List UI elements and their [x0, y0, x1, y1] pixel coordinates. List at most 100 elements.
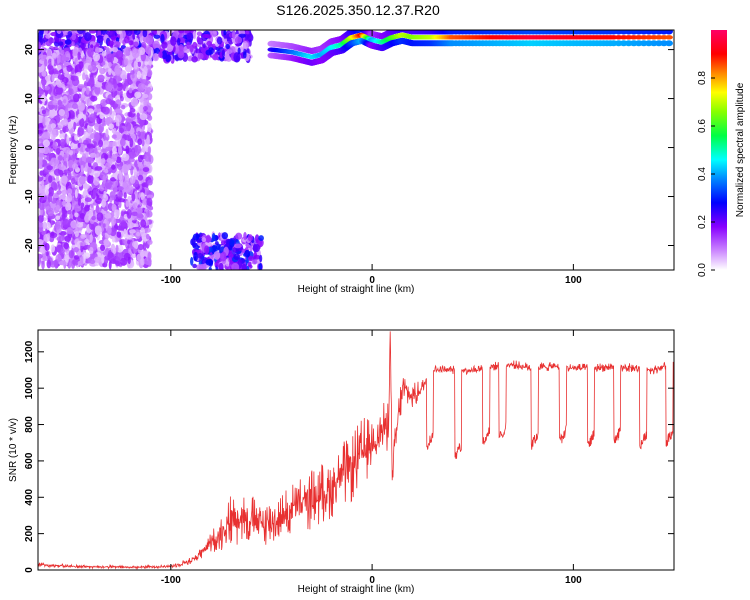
spectrogram-blob: [103, 153, 109, 160]
spectrogram-blob: [192, 30, 197, 40]
spectrogram-blob: [131, 192, 136, 202]
spectrogram-blob: [115, 250, 124, 260]
spectrogram-blob: [142, 198, 148, 206]
spectrogram-blob: [38, 103, 41, 112]
spectrogram-blob: [259, 254, 263, 263]
spectrogram-blob: [138, 82, 146, 90]
spectrogram-blob: [73, 255, 80, 260]
spectrogram-blob: [145, 160, 151, 167]
spectrogram-blob: [56, 83, 65, 88]
spectrogram-blob: [111, 145, 117, 155]
spectrogram-blob: [113, 41, 121, 48]
spectrogram-blob: [41, 109, 46, 115]
spectrogram-blob: [105, 98, 113, 105]
spectrogram-blob: [139, 113, 148, 121]
spectrogram-blob: [96, 212, 104, 222]
spectrogram-blob: [51, 58, 55, 66]
spectrogram-blob: [130, 70, 135, 76]
spectrogram-blob: [132, 32, 136, 40]
spectrogram-blob: [85, 184, 90, 189]
spectrogram-blob: [213, 251, 221, 260]
spectrogram-blob: [50, 244, 56, 253]
spectrogram-blob: [126, 209, 132, 219]
spectrogram-blob: [116, 231, 122, 238]
spectrogram-blob: [233, 52, 241, 63]
spectrogram-blob: [112, 103, 119, 108]
spectrogram-blob: [232, 30, 236, 40]
spectrogram-blob: [87, 167, 92, 174]
spectrogram-blob: [134, 145, 138, 153]
spectrogram-blob: [38, 86, 42, 91]
spectrogram-blob: [211, 30, 218, 38]
spectrogram-blob: [99, 184, 105, 192]
spectrogram-blob: [125, 30, 133, 37]
spectrogram-blob: [234, 36, 243, 44]
spectrogram-blob: [136, 231, 141, 237]
spectrogram-blob: [44, 189, 49, 196]
spectrogram-y-tick-label: -20: [24, 238, 35, 253]
spectrogram-blob: [247, 234, 253, 242]
spectrogram-blob: [95, 153, 99, 158]
spectrogram-blob: [63, 146, 71, 154]
spectrogram-blob: [122, 180, 131, 190]
spectrogram-blob: [42, 131, 51, 139]
spectrogram-blob: [251, 259, 258, 265]
spectrogram-blob: [77, 51, 81, 61]
spectrogram-blob: [193, 251, 199, 262]
spectrogram-blob: [89, 259, 96, 265]
spectrogram-blob: [258, 235, 264, 242]
spectrogram-blob: [76, 222, 84, 228]
spectrogram-blob: [51, 52, 57, 59]
spectrogram-blob: [105, 146, 113, 151]
spectrogram-blob: [62, 127, 66, 132]
spectrogram-blob: [129, 107, 136, 113]
spectrogram-blob: [141, 145, 146, 153]
spectrogram-blob: [57, 155, 63, 161]
spectrogram-blob: [196, 35, 201, 43]
spectrogram-blob: [71, 33, 77, 41]
spectrogram-blob: [92, 52, 101, 62]
spectrogram-blob: [128, 87, 133, 94]
spectrogram-blob: [90, 44, 94, 49]
spectrogram-blob: [133, 60, 139, 70]
spectrogram-blob: [43, 85, 50, 91]
spectrogram-blob: [107, 40, 114, 47]
spectrogram-blob: [147, 239, 153, 245]
spectrogram-blob: [129, 157, 135, 163]
spectrogram-blob: [80, 255, 84, 265]
spectrogram-blob: [42, 221, 48, 230]
spectrogram-blob: [212, 53, 219, 61]
spectrogram-blob: [39, 246, 47, 254]
snr-y-tick-label: 0: [24, 567, 35, 573]
spectrogram-blob: [137, 138, 143, 146]
spectrogram-blob: [216, 36, 223, 45]
spectrogram-blob: [47, 58, 53, 66]
spectrogram-blob: [96, 64, 101, 71]
spectrogram-blob: [258, 262, 263, 270]
spectrogram-blob: [48, 175, 53, 183]
spectrogram-blob: [50, 231, 55, 237]
spectrogram-blob: [146, 69, 153, 77]
colorbar-tick-label: 0.8: [697, 71, 708, 85]
colorbar-label: Normalized spectral amplitude: [735, 82, 746, 217]
spectrogram-blob: [105, 179, 112, 190]
spectrogram-blob: [191, 56, 198, 63]
spectrogram-blob: [197, 52, 204, 60]
spectrogram-blob: [111, 216, 116, 226]
spectrogram-blob: [137, 130, 141, 137]
spectrogram-blob: [202, 43, 206, 49]
spectrogram-blob: [108, 30, 116, 38]
spectrogram-blob: [39, 30, 44, 36]
spectrogram-blob: [66, 226, 74, 235]
spectrogram-blob: [219, 253, 225, 260]
spectrogram-blob: [56, 235, 65, 242]
spectrogram-blob: [66, 135, 70, 145]
spectrogram-blob: [105, 162, 111, 170]
spectrogram-blob: [77, 113, 83, 120]
spectrogram-y-tick-label: 20: [24, 44, 35, 56]
spectrogram-blob: [84, 204, 90, 212]
spectrogram-blob: [102, 140, 110, 147]
spectrogram-blob: [165, 56, 170, 63]
spectrogram-blob: [178, 30, 185, 34]
spectrogram-blob: [243, 51, 247, 59]
